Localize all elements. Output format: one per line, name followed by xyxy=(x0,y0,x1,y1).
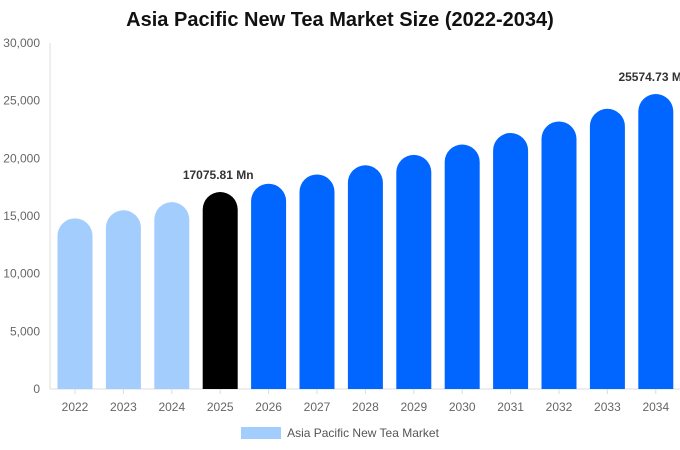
x-tick-label: 2034 xyxy=(642,400,669,414)
x-tick-label: 2032 xyxy=(546,400,573,414)
y-tick-label: 10,000 xyxy=(3,267,40,281)
data-label: 25574.73 Mn xyxy=(618,70,680,84)
x-tick-label: 2024 xyxy=(158,400,185,414)
y-tick-label: 5,000 xyxy=(10,324,40,338)
x-tick-label: 2029 xyxy=(400,400,427,414)
x-tick-label: 2026 xyxy=(255,400,282,414)
data-label: 17075.81 Mn xyxy=(183,168,254,182)
bar[interactable] xyxy=(299,174,335,389)
bar[interactable] xyxy=(251,183,287,389)
x-tick-label: 2033 xyxy=(594,400,621,414)
x-axis-ticks: 2022 2023 2024 2025 2026 2027 2028 2029 2030 2031… xyxy=(62,389,669,414)
x-tick-label: 2023 xyxy=(110,400,137,414)
y-tick-label: 30,000 xyxy=(3,36,40,50)
bar[interactable] xyxy=(541,121,577,389)
y-tick-label: 0 xyxy=(33,382,40,396)
bar[interactable] xyxy=(638,94,674,389)
bar[interactable] xyxy=(202,192,238,389)
bar[interactable] xyxy=(396,154,432,389)
legend-label: Asia Pacific New Tea Market xyxy=(287,426,439,440)
bar[interactable] xyxy=(105,210,141,389)
x-tick-label: 2028 xyxy=(352,400,379,414)
legend-swatch xyxy=(241,427,282,439)
x-tick-label: 2027 xyxy=(304,400,331,414)
x-tick-label: 2022 xyxy=(62,400,89,414)
y-tick-label: 25,000 xyxy=(3,94,40,108)
bars xyxy=(57,94,674,390)
bar[interactable] xyxy=(589,108,625,390)
y-axis-ticks: 0 5,000 10,000 15,000 20,000 25,000 30,000 xyxy=(3,36,40,396)
data-labels: 17075.81 Mn 25574.73 Mn xyxy=(183,70,680,182)
x-tick-label: 2025 xyxy=(207,400,234,414)
x-tick-label: 2030 xyxy=(449,400,476,414)
bar[interactable] xyxy=(444,144,480,389)
chart-title: Asia Pacific New Tea Market Size (2022-2… xyxy=(126,9,554,31)
y-tick-label: 15,000 xyxy=(3,209,40,223)
legend[interactable]: Asia Pacific New Tea Market xyxy=(0,426,680,440)
bar[interactable] xyxy=(57,218,93,389)
x-tick-label: 2031 xyxy=(497,400,524,414)
y-tick-label: 20,000 xyxy=(3,151,40,165)
bar[interactable] xyxy=(347,165,383,389)
bar[interactable] xyxy=(154,202,190,389)
bar[interactable] xyxy=(493,132,529,389)
